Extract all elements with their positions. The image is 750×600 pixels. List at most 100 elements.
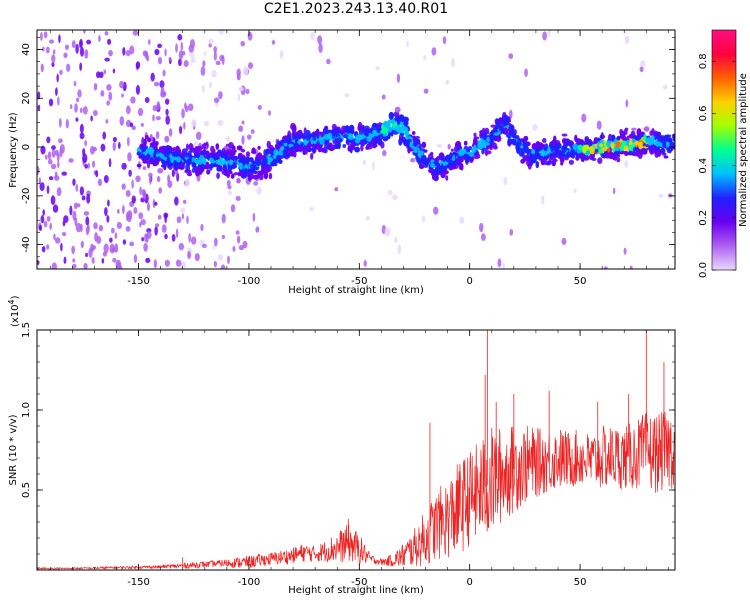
spectrogram-ridge-cell	[387, 119, 392, 124]
spectrogram-speckle	[59, 147, 63, 158]
spectrogram-speckle	[49, 222, 53, 230]
spectrogram-speckle	[217, 253, 223, 261]
spectrogram-speckle	[79, 38, 83, 48]
spectrogram-ridge-cell	[382, 130, 387, 134]
spectrogram-speckle	[133, 254, 138, 264]
spectrogram-ridge-cell	[168, 145, 172, 152]
spectrogram-speckle	[127, 210, 133, 220]
spectrogram-speckle	[279, 50, 284, 60]
spectrogram-speckle	[176, 172, 180, 182]
spectrogram-speckle	[310, 31, 315, 40]
spectrogram-speckle	[43, 220, 48, 228]
spectrogram-ridge-cell	[502, 127, 508, 135]
spectrogram-ridge-cell	[665, 141, 670, 148]
spectrogram-ridge-cell	[181, 151, 186, 157]
spectrogram-speckle	[639, 66, 644, 73]
spectrogram-ridge-cell	[460, 163, 464, 171]
spectrogram-ridge-cell	[645, 137, 650, 144]
spectrogram-ridge-cell	[266, 154, 270, 159]
spectrogram-speckle	[164, 259, 170, 267]
spectrogram-ridge-cell	[520, 149, 525, 157]
spectrogram-speckle	[135, 175, 141, 183]
spectrogram-ridge-cell	[540, 158, 545, 164]
spectrogram-speckle	[162, 69, 166, 77]
spectrogram-speckle	[106, 100, 111, 106]
spectrogram-speckle	[110, 227, 115, 234]
spectrogram-speckle	[126, 105, 131, 115]
spectrogram-speckle	[623, 247, 627, 255]
spectrogram-panel: -150 -100 -50 0 50 -40 -20 0 20 40 Height of str…	[8, 29, 676, 296]
spectrogram-speckle	[112, 136, 117, 143]
spectrogram-speckle	[75, 43, 79, 54]
spectrogram-speckle	[241, 120, 245, 125]
spectrogram-speckle	[397, 244, 402, 255]
spectrogram-ridge-cell	[663, 155, 669, 159]
spectrogram-ridge-cell	[398, 137, 403, 146]
spectrogram-speckle	[63, 256, 67, 264]
spectrogram-speckle	[53, 175, 60, 181]
spectrogram-speckle	[51, 145, 56, 151]
spectrogram-ridge-cell	[450, 148, 454, 152]
spectrogram-ridge-cell	[668, 138, 673, 143]
spectrogram-speckle	[509, 228, 514, 236]
spectrogram-ridge-cell	[170, 155, 175, 164]
spectrogram-ridge-cell	[574, 134, 578, 143]
spectrogram-speckle	[91, 245, 97, 250]
spectrogram-ridge-cell	[342, 134, 349, 139]
spectrogram-speckle	[431, 47, 437, 56]
spectrogram-ridge-cell	[394, 106, 401, 113]
spectrogram-ridge-cell	[628, 150, 633, 155]
spectrogram-ridge-cell	[195, 153, 201, 159]
spectrogram-speckle	[480, 233, 486, 242]
spectrogram-ridge-cell	[652, 144, 656, 150]
snr-panel: -150 -100 -50 0 50 0.5 1.0 1.5 Height of strai…	[7, 295, 676, 596]
spectrogram-ridge-cell	[252, 174, 259, 180]
spectrogram-speckle	[612, 187, 616, 195]
spectrogram-speckle	[157, 214, 162, 220]
spectrogram-ridge-cell	[523, 145, 529, 153]
spectrogram-speckle	[127, 152, 132, 162]
spectrogram-speckle	[146, 230, 152, 239]
spectrogram-ridge-cell	[588, 145, 595, 153]
spectrogram-speckle	[125, 190, 131, 197]
spectrogram-speckle	[77, 89, 82, 98]
spectrogram-speckle	[75, 117, 79, 122]
spectrogram-ridge-cell	[490, 124, 496, 128]
spectrogram-speckle	[86, 39, 92, 45]
spectrogram-ridge-cell	[442, 161, 448, 166]
spectrogram-ridge-cell	[484, 127, 490, 134]
spectrogram-speckle	[309, 206, 314, 211]
spectrogram-ridge-cell	[657, 132, 662, 137]
spectrogram-ridge-cell	[539, 143, 546, 148]
spectrogram-speckle	[155, 131, 160, 139]
spectrogram-ridge-cell	[231, 164, 237, 169]
spectrogram-ridge-cell	[535, 141, 541, 149]
spectrogram-speckle	[227, 190, 233, 196]
spectrogram-ridge-cell	[383, 120, 389, 128]
x-tick-label: -50	[351, 577, 367, 588]
spectrogram-ridge-cell	[314, 144, 318, 150]
spectrogram-ridge-cell	[396, 117, 401, 126]
spectrogram-ridge-cell	[216, 172, 220, 179]
spectrogram-ridge-cell	[224, 156, 229, 161]
spectrogram-speckle	[215, 102, 218, 108]
spectrogram-speckle	[140, 218, 146, 226]
spectrogram-speckle	[201, 84, 205, 94]
spectrogram-speckle	[122, 239, 127, 245]
spectrogram-ridge-cell	[231, 156, 236, 161]
spectrogram-speckle	[326, 58, 331, 65]
spectrogram-ridge-cell	[163, 150, 170, 158]
spectrogram-speckle	[396, 73, 401, 83]
spectrogram-ridge-cell	[395, 124, 401, 132]
spectrogram-speckle	[47, 151, 52, 160]
spectrogram-speckle	[436, 143, 443, 148]
spectrogram-ridge-cell	[635, 147, 639, 151]
x-tick-label: 50	[574, 577, 587, 588]
spectrogram-ridge-cell	[323, 127, 328, 134]
spectrogram-ridge-cell	[320, 147, 326, 153]
spectrogram-ridge-cell	[452, 154, 456, 161]
colorbar-ticks: 0.0 0.2 0.4 0.6 0.8	[698, 53, 736, 278]
spectrogram-ridge-cell	[455, 141, 462, 148]
spectrogram-speckle	[44, 154, 48, 160]
spectrogram-ridge-cell	[258, 170, 264, 177]
